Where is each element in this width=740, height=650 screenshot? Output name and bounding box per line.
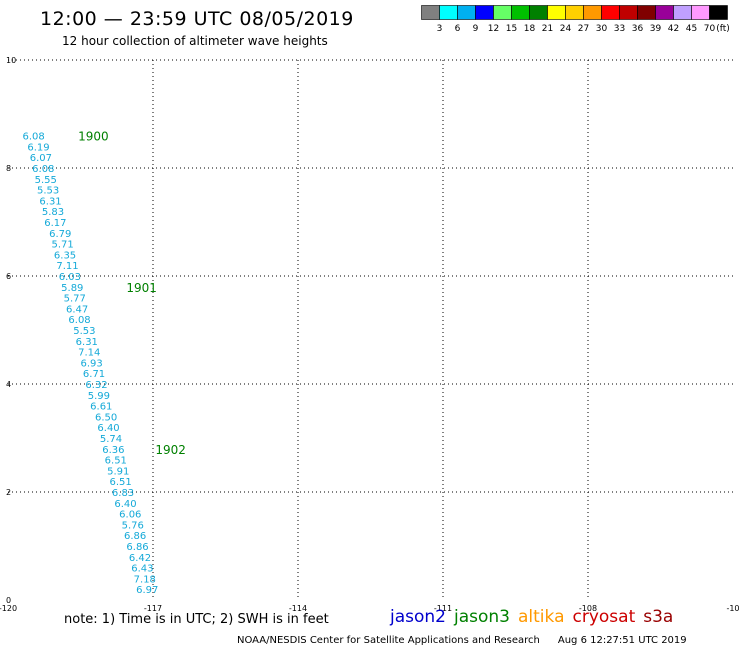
data-point-label: 6.06	[119, 510, 141, 521]
y-tick-label: 6	[6, 272, 11, 281]
satellite-legend: jason2 jason3 altika cryosat s3a	[390, 607, 681, 627]
data-point-label: 6.08	[68, 315, 90, 326]
data-point-label: 6.61	[90, 402, 112, 413]
legend-label: 18	[524, 24, 536, 34]
legend-label: 45	[686, 24, 697, 34]
data-point-label: 6.40	[97, 423, 119, 434]
y-tick-label: 4	[6, 380, 11, 389]
data-point-label: 5.99	[88, 391, 110, 402]
data-point-label: 6.19	[27, 142, 49, 153]
satellite-jason3: jason3	[454, 607, 510, 627]
timestamp: Aug 6 12:27:51 UTC 2019	[557, 635, 687, 646]
satellite-s3a: s3a	[643, 607, 674, 627]
data-point-label: 6.97	[136, 585, 158, 596]
legend-swatch	[709, 5, 728, 20]
y-tick-label: 0	[6, 596, 11, 605]
data-point-label: 6.93	[81, 358, 103, 369]
legend-label: 12	[488, 24, 499, 34]
data-point-label: 6.31	[39, 196, 61, 207]
legend-label: 3	[437, 24, 443, 34]
data-point-label: 5.91	[107, 466, 129, 477]
credit-text: NOAA/NESDIS Center for Satellite Applica…	[237, 635, 540, 646]
data-point-label: 6.86	[126, 542, 148, 553]
y-tick-label: 8	[6, 164, 11, 173]
chart-title: 12:00 — 23:59 UTC 08/05/2019	[40, 8, 354, 30]
x-tick-label: -10	[726, 604, 739, 613]
satellite-altika: altika	[518, 607, 565, 627]
data-point-label: 6.36	[102, 445, 124, 456]
x-tick-label: -120	[0, 604, 17, 613]
data-point-label: 6.51	[105, 456, 127, 467]
legend-label: 9	[473, 24, 479, 34]
data-point-label: 6.35	[54, 250, 76, 261]
data-point-label: 6.17	[44, 218, 66, 229]
legend-label: 70	[704, 24, 716, 34]
data-point-label: 6.71	[83, 369, 105, 380]
legend-label: 21	[542, 24, 553, 34]
x-tick-label: -117	[144, 604, 162, 613]
data-point-label: 6.08	[23, 132, 45, 143]
time-marker: 1902	[155, 443, 186, 457]
data-point-label: 6.86	[124, 531, 146, 542]
data-point-label: 5.89	[61, 283, 83, 294]
data-point-label: 6.03	[59, 272, 81, 283]
y-tick-label: 2	[6, 488, 11, 497]
data-point-label: 6.79	[49, 229, 71, 240]
data-point-label: 6.42	[129, 553, 151, 564]
data-point-label: 6.51	[110, 477, 132, 488]
time-marker: 1901	[126, 281, 157, 295]
legend-label: 27	[578, 24, 589, 34]
data-point-label: 6.31	[76, 337, 98, 348]
data-point-label: 5.55	[35, 175, 57, 186]
credit-line: NOAA/NESDIS Center for Satellite Applica…	[237, 635, 687, 646]
time-marker: 1900	[78, 130, 109, 144]
data-point-label: 6.07	[30, 153, 52, 164]
data-point-label: 5.71	[52, 240, 74, 251]
satellite-cryosat: cryosat	[572, 607, 636, 627]
data-point-label: 5.83	[42, 207, 64, 218]
legend-label: 24	[560, 24, 572, 34]
data-point-label: 7.18	[134, 574, 156, 585]
data-point-label: 6.32	[85, 380, 107, 391]
data-point-label: 5.77	[64, 294, 86, 305]
x-tick-label: -114	[289, 604, 307, 613]
legend-label: 36	[632, 24, 644, 34]
legend-label: 39	[650, 24, 662, 34]
footnote: note: 1) Time is in UTC; 2) SWH is in fe…	[64, 612, 329, 627]
data-point-label: 5.53	[37, 186, 59, 197]
satellite-jason2: jason2	[390, 607, 446, 627]
legend-label: 15	[506, 24, 517, 34]
data-point-label: 7.14	[78, 348, 100, 359]
x-tick-label: -108	[579, 604, 597, 613]
legend-label: 42	[668, 24, 679, 34]
chart-subtitle: 12 hour collection of altimeter wave hei…	[62, 34, 328, 48]
legend-label: 30	[596, 24, 608, 34]
data-point-label: 6.08	[32, 164, 54, 175]
y-tick-label: 10	[6, 56, 16, 65]
data-point-label: 6.50	[95, 412, 117, 423]
data-point-label: 6.43	[131, 564, 153, 575]
data-point-label: 6.40	[114, 499, 136, 510]
legend-unit: (ft)	[716, 24, 730, 34]
color-scale-legend: 3 6 9 12 15 18 21 24 27 30 33 36 39 42 45 70 (ft)	[421, 5, 730, 34]
data-point-label: 5.74	[100, 434, 122, 445]
wave-height-chart: -120 -117 -114 -111 -108 -1002468106.086.196.…	[0, 56, 740, 613]
legend-label: 6	[455, 24, 461, 34]
data-point-label: 6.83	[112, 488, 134, 499]
data-point-label: 5.53	[73, 326, 95, 337]
data-point-label: 6.47	[66, 304, 88, 315]
legend-label: 33	[614, 24, 625, 34]
x-tick-label: -111	[434, 604, 452, 613]
data-point-label: 7.11	[56, 261, 78, 272]
data-point-label: 5.76	[122, 520, 144, 531]
